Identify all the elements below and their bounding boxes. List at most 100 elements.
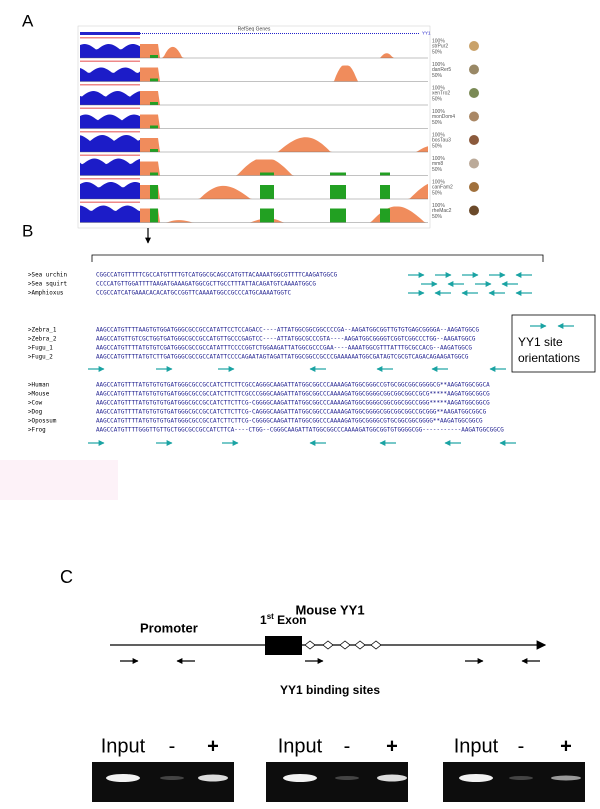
conservation-blue <box>80 205 140 223</box>
intron-glyph <box>339 640 351 650</box>
species-name: >Frog <box>28 428 46 434</box>
repeat-bar <box>80 84 140 86</box>
sequence: AAGCCATGTTTTATGTGTGTGATGGGCGCCGCCATCTTCT… <box>96 392 490 398</box>
lane-label: Input <box>454 735 499 757</box>
conservation-green <box>330 185 346 199</box>
track-name: xenTro2 <box>432 90 450 96</box>
conservation-blue <box>80 135 140 152</box>
conservation-orange <box>140 159 428 176</box>
background-patch <box>0 460 118 500</box>
track-max: 100% <box>432 62 445 68</box>
species-icon <box>469 64 479 75</box>
sequence: AAGCCATGTTTTGGGTTGTTGCTGGCGCCGCCATCTTCA-… <box>96 428 504 434</box>
intron-glyph <box>354 640 366 650</box>
track-max: 100% <box>432 203 445 209</box>
band <box>377 774 407 782</box>
band <box>459 774 493 782</box>
sites-label: YY1 binding sites <box>280 683 380 697</box>
repeat-bar <box>80 107 140 109</box>
sequence: AAGCCATGTTTTATGTGTGTGATGGGCGCCGCCATCTTCT… <box>96 401 490 407</box>
track-name: danRer5 <box>432 67 451 73</box>
exon-text: Exon <box>274 613 307 627</box>
panel-label: A <box>22 11 34 30</box>
panel-label: C <box>60 567 73 587</box>
conservation-green <box>380 208 390 223</box>
repeat-bar <box>80 154 140 156</box>
track-name: rheMac2 <box>432 208 452 214</box>
track-name: monDom4 <box>432 114 455 120</box>
lane-sign: - <box>169 735 176 757</box>
track-mid: 50% <box>432 143 443 149</box>
conservation-green <box>330 208 346 223</box>
species-icon <box>469 205 479 216</box>
conservation-orange <box>140 206 428 223</box>
track-mid: 50% <box>432 120 443 126</box>
conservation-blue <box>80 91 140 105</box>
conservation-green <box>150 185 158 199</box>
band <box>335 776 359 780</box>
legend-text: orientations <box>518 351 580 365</box>
species-icon <box>469 182 479 192</box>
sequence: CCCCATGTTGGATTTTAAGATGAAAGATGGCGCTTGCCTT… <box>96 282 316 288</box>
sequence: AAGCCATGTTTTATGTGTCGATGGGCGCCGCCATATTTCC… <box>96 346 472 352</box>
track-max: 100% <box>432 109 445 115</box>
species-name: >Sea urchin <box>28 273 67 279</box>
gel-image <box>443 762 585 802</box>
species-name: >Sea squirt <box>28 282 67 288</box>
sequence: CCGCCATCATGAAACACACATGCCGGTTCAAAATGGCCGC… <box>96 291 292 297</box>
conservation-green <box>260 172 274 176</box>
conservation-orange <box>140 65 428 82</box>
sequence: AAGCCATGTTTTAAGTGTGGATGGGCGCCGCCATATTCCT… <box>96 328 479 334</box>
conservation-blue <box>80 182 140 199</box>
conservation-orange <box>140 137 428 152</box>
species-name: >Fugu_1 <box>28 346 53 352</box>
exon-number: 1 <box>260 613 267 627</box>
conservation-green <box>380 185 390 199</box>
intron-glyph <box>370 640 382 650</box>
panel-label: B <box>22 221 33 240</box>
lane-label: Input <box>278 735 323 757</box>
gene-exon <box>80 32 140 35</box>
track-mid: 50% <box>432 49 443 55</box>
promoter-label: Promoter <box>140 620 198 635</box>
band <box>106 774 140 782</box>
conservation-blue <box>80 158 140 176</box>
conservation-green <box>150 102 158 105</box>
exon-box <box>265 636 302 655</box>
conservation-green <box>150 78 158 82</box>
repeat-bar <box>80 37 140 39</box>
gene-name: YY1 <box>422 31 431 36</box>
conservation-green <box>150 208 158 223</box>
conservation-orange <box>140 44 428 58</box>
conservation-green <box>150 172 158 176</box>
sequence: AAGCCATGTTGTCGCTGGTGATGGGCGCCGCCATGTTGCC… <box>96 337 476 343</box>
track-max: 100% <box>432 156 445 162</box>
repeat-bar <box>80 60 140 62</box>
track-mid: 50% <box>432 190 443 196</box>
intron-glyph <box>322 640 334 650</box>
exon-suffix: st <box>267 612 274 621</box>
conservation-green <box>150 125 158 129</box>
track-max: 100% <box>432 132 445 138</box>
alignment: >Sea urchin CGGCCATGTTTTTCGCCATGTTTTGTCAT… <box>28 272 532 446</box>
conservation-green <box>260 208 274 223</box>
conservation-blue <box>80 44 140 58</box>
legend-box <box>511 314 596 373</box>
exon-label: 1st Exon <box>260 612 306 627</box>
gels: Input - + Input - + Input - + <box>92 735 585 802</box>
repeat-bar <box>80 178 140 180</box>
species-icon <box>469 158 479 169</box>
species-icon <box>469 135 479 145</box>
conservation-green <box>330 172 346 176</box>
conservation-orange <box>140 183 428 199</box>
track-max: 100% <box>432 179 445 185</box>
intron-marks <box>304 640 382 650</box>
diagram-title: Mouse YY1 <box>295 602 364 617</box>
track-name: strPur2 <box>432 43 448 49</box>
species-name: >Human <box>28 383 50 389</box>
lane-sign: - <box>518 735 525 757</box>
track-name: bosTau3 <box>432 137 451 143</box>
tracks: strPur2100%50%danRer5100%50%xenTro2100%5… <box>80 37 479 223</box>
